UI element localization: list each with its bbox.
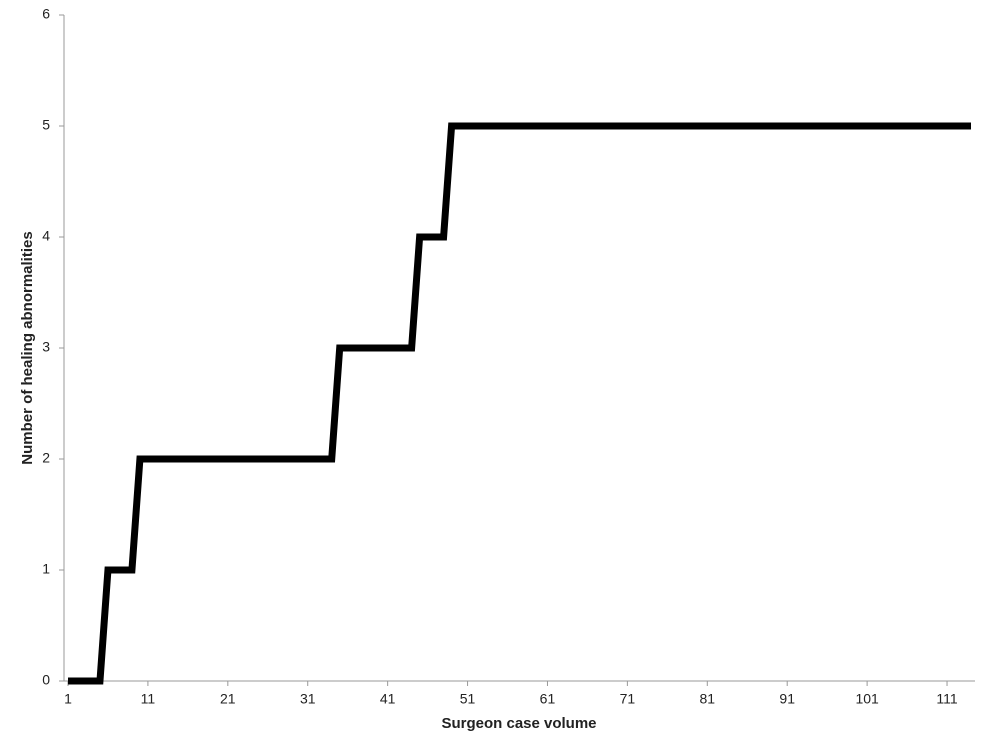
x-tick-label: 41: [380, 691, 396, 707]
line: [67, 122, 972, 685]
x-axis-title: Surgeon case volume: [441, 715, 596, 732]
y-tick-label: 3: [42, 339, 50, 355]
x-tick-label: 51: [460, 691, 476, 707]
x-tick-label: 31: [300, 691, 316, 707]
x-tick-label: 111: [936, 691, 957, 707]
y-axis-title: Number of healing abnormalities: [19, 231, 36, 464]
y-tick-label: 5: [42, 117, 50, 133]
x-tick-label: 1: [64, 691, 72, 707]
y-tick-label: 0: [42, 672, 50, 688]
x-tick-label: 21: [220, 691, 236, 707]
y-tick-label: 4: [42, 228, 50, 244]
y-tick-label: 2: [42, 450, 50, 466]
x-tick-label: 81: [700, 691, 716, 707]
y-tick-label: 6: [42, 6, 50, 22]
x-tick-label: 61: [540, 691, 556, 707]
x-tick-label: 101: [855, 691, 879, 707]
x-tick-label: 91: [779, 691, 795, 707]
x-tick-label: 11: [141, 691, 156, 707]
y-tick-label: 1: [42, 561, 50, 577]
x-tick-label: 71: [620, 691, 636, 707]
